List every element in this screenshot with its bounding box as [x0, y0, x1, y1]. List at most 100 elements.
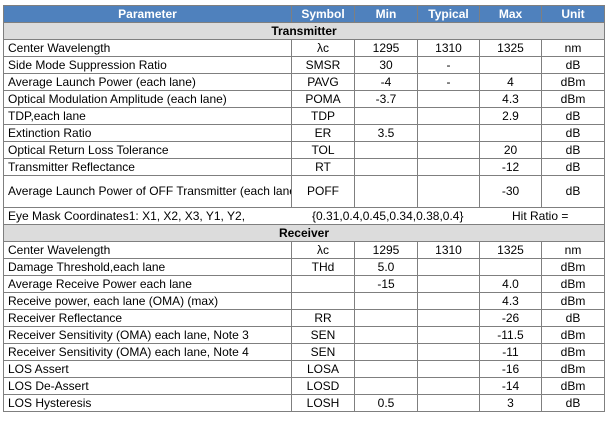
cell-typical [417, 258, 480, 276]
cell-parameter: Optical Modulation Amplitude (each lane) [3, 90, 292, 108]
eye-mask-label: Eye Mask Coordinates1: X1, X2, X3, Y1, Y… [8, 208, 246, 223]
cell-unit: dB [541, 394, 605, 412]
cell-typical [417, 343, 480, 361]
table-row: Average Receive Power each lane -15 4.0 dBm [3, 275, 605, 293]
table-row: Receive power, each lane (OMA) (max) 4.3 d… [3, 292, 605, 310]
table-row: Receiver Sensitivity (OMA) each lane, No… [3, 343, 605, 361]
cell-parameter: Optical Return Loss Tolerance [3, 141, 292, 159]
table-row: LOS Assert LOSA -16 dBm [3, 360, 605, 378]
cell-max [479, 124, 542, 142]
cell-unit: dBm [541, 258, 605, 276]
cell-min: 1295 [354, 241, 418, 259]
cell-unit: nm [541, 241, 605, 259]
cell-parameter: Receive power, each lane (OMA) (max) [3, 292, 292, 310]
cell-typical [417, 141, 480, 159]
cell-min: -15 [354, 275, 418, 293]
cell-min [354, 309, 418, 327]
cell-typical: 1310 [417, 241, 480, 259]
table-row: TDP,each lane TDP 2.9 dB [3, 107, 605, 125]
cell-unit: dBm [541, 292, 605, 310]
eye-mask-cell: Eye Mask Coordinates1: X1, X2, X3, Y1, Y… [3, 207, 605, 225]
cell-max: 4.3 [479, 90, 542, 108]
cell-max: 1325 [479, 39, 542, 57]
cell-max: 4.0 [479, 275, 542, 293]
cell-unit: dBm [541, 73, 605, 91]
cell-typical [417, 124, 480, 142]
cell-unit: dBm [541, 275, 605, 293]
cell-parameter: TDP,each lane [3, 107, 292, 125]
cell-min: 1295 [354, 39, 418, 57]
section-row: Receiver [3, 224, 605, 242]
cell-symbol: SEN [291, 326, 355, 344]
cell-min: 3.5 [354, 124, 418, 142]
cell-unit: dB [541, 124, 605, 142]
cell-max: -26 [479, 309, 542, 327]
cell-min: -4 [354, 73, 418, 91]
cell-min: 30 [354, 56, 418, 74]
cell-min [354, 141, 418, 159]
cell-unit: dBm [541, 326, 605, 344]
cell-parameter: Average Launch Power (each lane) [3, 73, 292, 91]
cell-unit: dB [541, 56, 605, 74]
cell-typical [417, 90, 480, 108]
cell-parameter: Extinction Ratio [3, 124, 292, 142]
cell-symbol: LOSH [291, 394, 355, 412]
cell-max: -11.5 [479, 326, 542, 344]
cell-min [354, 292, 418, 310]
table-row: Optical Return Loss Tolerance TOL 20 dB [3, 141, 605, 159]
header-min: Min [354, 5, 418, 23]
cell-min [354, 377, 418, 395]
cell-symbol [291, 275, 355, 293]
cell-unit: dB [541, 175, 605, 208]
cell-symbol: λc [291, 241, 355, 259]
cell-typical [417, 377, 480, 395]
cell-min [354, 343, 418, 361]
cell-typical [417, 175, 480, 208]
cell-symbol: LOSA [291, 360, 355, 378]
cell-symbol [291, 292, 355, 310]
cell-min [354, 360, 418, 378]
cell-max: -11 [479, 343, 542, 361]
cell-typical: - [417, 73, 480, 91]
cell-parameter: LOS De-Assert [3, 377, 292, 395]
eye-mask-values: {0.31,0.4,0.45,0.34,0.38,0.4} [312, 208, 464, 223]
cell-unit: dBm [541, 377, 605, 395]
cell-symbol: POFF [291, 175, 355, 208]
cell-symbol: RR [291, 309, 355, 327]
cell-min: -3.7 [354, 90, 418, 108]
cell-symbol: RT [291, 158, 355, 176]
cell-parameter: LOS Assert [3, 360, 292, 378]
cell-parameter: Center Wavelength [3, 39, 292, 57]
cell-typical [417, 107, 480, 125]
cell-parameter: Average Receive Power each lane [3, 275, 292, 293]
table-row: Receiver Reflectance RR -26 dB [3, 309, 605, 327]
cell-typical [417, 275, 480, 293]
section-row: Transmitter [3, 22, 605, 40]
cell-parameter: Receiver Sensitivity (OMA) each lane, No… [3, 343, 292, 361]
cell-symbol: TOL [291, 141, 355, 159]
cell-typical [417, 309, 480, 327]
header-typical: Typical [417, 5, 480, 23]
cell-min [354, 175, 418, 208]
cell-symbol: SMSR [291, 56, 355, 74]
table-row: Side Mode Suppression Ratio SMSR 30- dB [3, 56, 605, 74]
cell-unit: dB [541, 309, 605, 327]
cell-symbol: ER [291, 124, 355, 142]
cell-parameter: Side Mode Suppression Ratio [3, 56, 292, 74]
table-row: Average Launch Power (each lane) PAVG -4-4… [3, 73, 605, 91]
table-row: Center Wavelength λc 1295 1310 1325 nm [3, 241, 605, 259]
cell-typical: - [417, 56, 480, 74]
cell-unit: dB [541, 107, 605, 125]
header-max: Max [479, 5, 542, 23]
cell-parameter: Center Wavelength [3, 241, 292, 259]
table-row: Extinction Ratio ER 3.5 dB [3, 124, 605, 142]
header-parameter: Parameter [3, 5, 292, 23]
cell-unit: dBm [541, 90, 605, 108]
header-row: Parameter Symbol Min Typical Max Unit [3, 5, 605, 23]
table-row: Receiver Sensitivity (OMA) each lane, No… [3, 326, 605, 344]
cell-max: 2.9 [479, 107, 542, 125]
cell-parameter: Damage Threshold,each lane [3, 258, 292, 276]
cell-max: 4 [479, 73, 542, 91]
cell-max: 20 [479, 141, 542, 159]
cell-typical [417, 292, 480, 310]
